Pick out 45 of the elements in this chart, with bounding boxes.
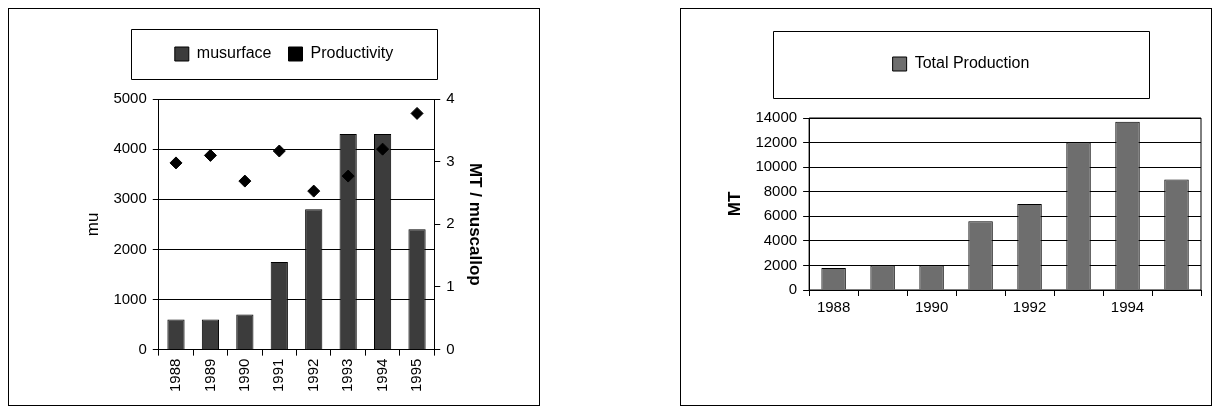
y-tick-label: 0 xyxy=(138,339,147,357)
x-tick-label: 1991 xyxy=(269,358,287,393)
x-tick-label: 1993 xyxy=(338,358,356,393)
point xyxy=(238,174,252,188)
y-tick-label: 2000 xyxy=(113,239,147,257)
x-tick-label: 1990 xyxy=(914,298,949,316)
x-tick-label: 1995 xyxy=(407,358,425,393)
y-tick-label: 8000 xyxy=(763,181,798,199)
y-tick-label: 12000 xyxy=(755,132,798,150)
y2-tick-label: 1 xyxy=(446,277,455,295)
x-tick-label: 1994 xyxy=(372,358,390,393)
y-tick-label: 5000 xyxy=(113,89,147,107)
x-tick-label: 1988 xyxy=(816,298,851,316)
point xyxy=(272,144,286,158)
point xyxy=(410,106,424,120)
y2-tick-label: 0 xyxy=(446,339,455,357)
y-axis-title: mu xyxy=(82,212,102,237)
x-tick-label: 1989 xyxy=(200,358,218,393)
legend-label: Productivity xyxy=(310,44,394,62)
y-tick-label: 4000 xyxy=(763,231,798,248)
y2-tick-label: 4 xyxy=(446,89,455,107)
point xyxy=(169,156,183,170)
y-tick-label: 3000 xyxy=(113,189,147,207)
x-tick-label: 1990 xyxy=(235,358,252,393)
y-axis-title: MT xyxy=(724,191,744,217)
y2-axis-title: MT / muscallop xyxy=(466,162,486,286)
y-tick-label: 0 xyxy=(788,280,798,298)
y2-tick-label: 3 xyxy=(446,151,455,169)
y2-tick-label: 2 xyxy=(446,214,455,232)
y-tick-label: 1000 xyxy=(113,289,147,307)
point xyxy=(341,169,355,183)
legend-label: musurface xyxy=(196,44,272,62)
x-tick-label: 1992 xyxy=(1012,298,1047,316)
x-tick-label: 1992 xyxy=(303,358,321,393)
y-tick-label: 14000 xyxy=(755,108,798,126)
point xyxy=(307,184,321,198)
y-tick-label: 10000 xyxy=(755,157,798,175)
y-tick-label: 4000 xyxy=(113,139,147,157)
y-tick-label: 2000 xyxy=(763,255,798,273)
x-tick-label: 1988 xyxy=(166,358,184,393)
x-tick-label: 1994 xyxy=(1110,298,1145,316)
y-tick-label: 6000 xyxy=(763,206,798,224)
legend-label: Total Production xyxy=(914,54,1030,72)
point xyxy=(203,148,217,162)
point xyxy=(376,142,390,156)
